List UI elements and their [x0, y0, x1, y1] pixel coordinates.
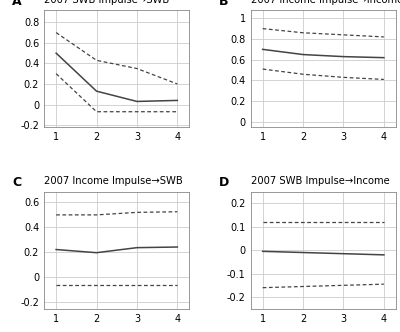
Text: 2007 Income Impulse→Income: 2007 Income Impulse→Income — [250, 0, 400, 5]
Text: 2007 SWB Impulse→SWB: 2007 SWB Impulse→SWB — [44, 0, 169, 5]
Text: 2007 SWB Impulse→Income: 2007 SWB Impulse→Income — [250, 176, 389, 186]
Text: C: C — [12, 176, 21, 189]
Text: 2007 Income Impulse→SWB: 2007 Income Impulse→SWB — [44, 176, 183, 186]
Text: D: D — [218, 176, 229, 189]
Text: A: A — [12, 0, 22, 8]
Text: B: B — [218, 0, 228, 8]
